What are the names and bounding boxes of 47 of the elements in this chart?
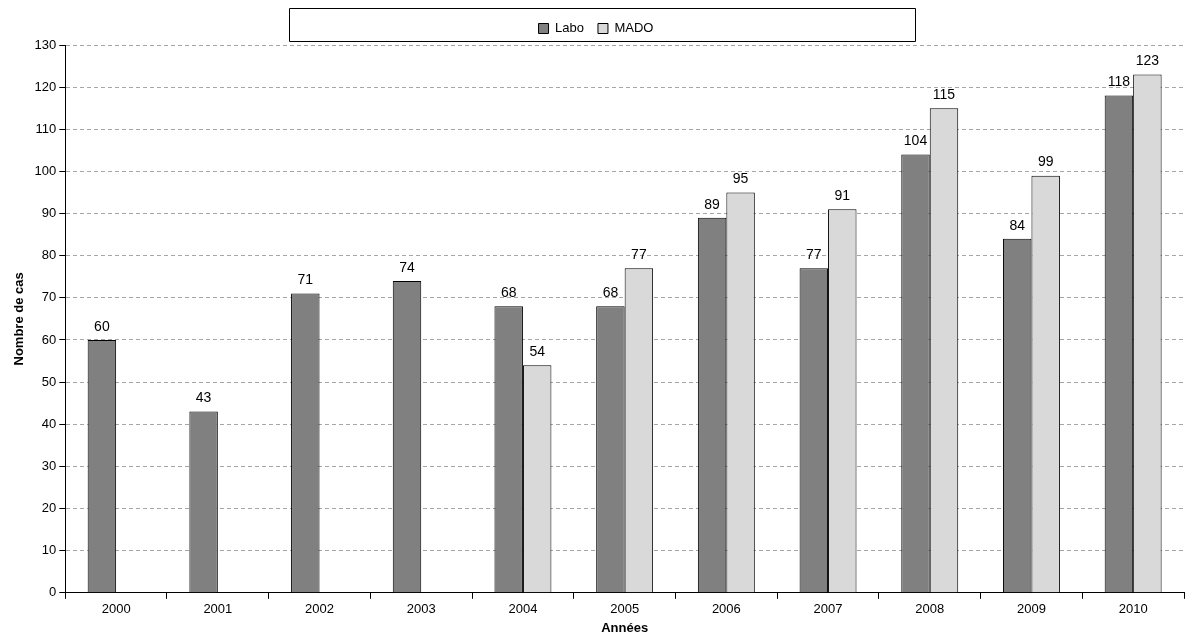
y-tick-label: 70 xyxy=(41,289,57,305)
y-axis-title: Nombre de cas xyxy=(11,272,27,366)
data-label: 77 xyxy=(631,246,647,263)
x-tick-label: 2000 xyxy=(101,601,131,617)
data-label: 74 xyxy=(399,258,415,275)
legend-label: Labo xyxy=(555,20,584,36)
data-label: 54 xyxy=(529,343,546,360)
data-label: 123 xyxy=(1135,52,1160,69)
data-label: 99 xyxy=(1037,153,1054,170)
y-tick-label: 30 xyxy=(41,457,57,473)
x-tick-label: 2009 xyxy=(1016,601,1046,617)
y-tick-label: 90 xyxy=(41,205,57,221)
data-label: 77 xyxy=(806,246,822,263)
x-axis-title: Années xyxy=(601,619,649,635)
y-tick-label: 50 xyxy=(41,373,57,389)
x-tick-label: 2003 xyxy=(406,601,436,617)
y-tick-label: 110 xyxy=(35,120,57,136)
y-tick-label: 10 xyxy=(41,542,57,558)
data-label: 95 xyxy=(732,170,749,187)
data-label: 60 xyxy=(94,317,110,334)
data-label: 104 xyxy=(903,132,928,149)
data-label: 68 xyxy=(602,284,619,301)
x-tick-label: 2002 xyxy=(305,601,334,617)
x-tick-label: 2004 xyxy=(508,601,538,617)
data-label: 43 xyxy=(195,389,212,406)
data-label: 115 xyxy=(932,86,956,103)
data-label: 68 xyxy=(500,284,517,301)
legend-label: MADO xyxy=(614,20,654,36)
data-label: 118 xyxy=(1107,73,1131,90)
x-tick-label: 2008 xyxy=(915,601,945,617)
y-tick-label: 0 xyxy=(49,584,57,600)
x-tick-label: 2005 xyxy=(610,601,640,617)
x-tick-label: 2001 xyxy=(203,601,233,617)
x-tick-label: 2007 xyxy=(813,601,843,617)
y-tick-label: 120 xyxy=(34,78,57,94)
y-tick-label: 100 xyxy=(34,162,57,178)
y-tick-label: 20 xyxy=(41,500,57,516)
data-label: 71 xyxy=(297,271,314,288)
y-tick-label: 60 xyxy=(41,331,57,347)
x-tick-label: 2010 xyxy=(1118,601,1148,617)
y-tick-label: 40 xyxy=(41,415,57,431)
data-label: 84 xyxy=(1009,216,1026,233)
data-label: 91 xyxy=(834,187,851,204)
data-label: 89 xyxy=(704,195,721,212)
y-tick-label: 130 xyxy=(34,36,57,52)
x-tick-label: 2006 xyxy=(711,601,741,617)
y-tick-label: 80 xyxy=(41,247,57,263)
